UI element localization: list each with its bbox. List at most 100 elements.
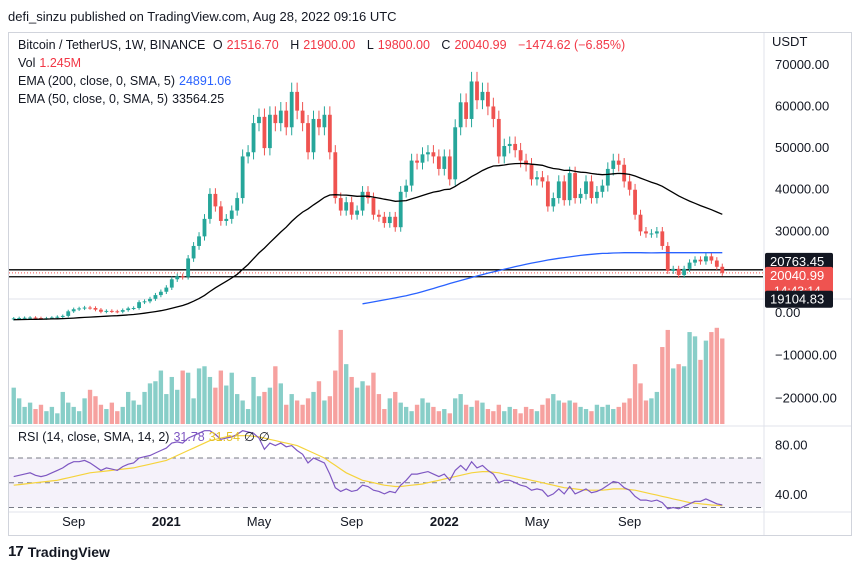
volume-bar [572, 402, 578, 424]
candle-body [267, 114, 272, 149]
candle-body [698, 259, 703, 262]
volume-bar [387, 398, 392, 424]
candle-body [436, 156, 441, 169]
candle-body [426, 152, 430, 155]
volume-bar [507, 406, 512, 424]
volume-bar [540, 404, 545, 424]
volume-bar [589, 411, 594, 424]
candle-body [235, 198, 240, 211]
price-axis-label-bg [765, 290, 833, 308]
candle-body [360, 191, 365, 211]
volume-bar [567, 400, 572, 424]
volume-bar [671, 368, 676, 424]
price-tick-label: 40000.00 [775, 182, 829, 197]
volume-bar [229, 372, 234, 424]
volume-bar [638, 383, 643, 424]
candle-body [404, 185, 409, 192]
price-tick-label: 60000.00 [775, 98, 829, 113]
candle-body [327, 114, 332, 153]
volume-bar [158, 370, 164, 424]
volume-bar [714, 327, 720, 424]
candle-body [398, 191, 403, 228]
volume-bar [245, 409, 251, 424]
candle-body [458, 102, 463, 128]
volume-bar [458, 394, 463, 424]
candle-body [671, 268, 676, 271]
rsi-sma-line [13, 435, 723, 507]
candle-body [442, 156, 447, 169]
volume-bar [267, 387, 273, 424]
legend-ema50-value: 33564.25 [172, 92, 225, 106]
volume-bar [284, 404, 289, 424]
candle-body [704, 256, 708, 262]
candle-body [556, 181, 561, 199]
volume-bar [327, 396, 333, 424]
candle-body [322, 114, 327, 128]
legend-vol-value: 1.245M [39, 56, 82, 70]
candle-body [251, 123, 256, 153]
volume-bar [371, 372, 376, 424]
volume-bar [649, 398, 654, 424]
volume-bar [643, 400, 649, 424]
candle-body [616, 160, 621, 165]
candle-body [496, 118, 501, 157]
candle-body [28, 317, 32, 319]
candle-body [382, 216, 387, 224]
volume-bar [605, 404, 610, 424]
tradingview-logo-icon: 17 [8, 543, 24, 560]
chart-frame[interactable] [8, 32, 852, 536]
time-tick-label: May [525, 514, 550, 529]
candle-body [306, 123, 310, 153]
ema50-line [13, 162, 723, 321]
candle-body [447, 156, 452, 180]
candle-body [420, 154, 425, 163]
candle-body [33, 317, 38, 319]
price-tick-label: 50000.00 [775, 140, 829, 155]
volume-bar [185, 372, 191, 424]
candle-body [524, 160, 528, 165]
legend-ema50: EMA (50, close, 0, SMA, 5) 33564.25 [18, 92, 228, 106]
volume-bar [431, 406, 436, 424]
volume-bar [469, 406, 474, 424]
volume-bar [393, 391, 398, 424]
volume-bar [256, 396, 262, 424]
candle-body [142, 301, 147, 303]
legend-change: −1474.62 (−6.85%) [518, 38, 626, 52]
candle-body [295, 91, 300, 111]
volume-bar [594, 404, 600, 424]
volume-bar [621, 402, 627, 424]
candle-body [131, 307, 136, 309]
price-tick-label: 30000.00 [775, 223, 829, 238]
volume-bar [109, 402, 115, 424]
legend-ema200: EMA (200, close, 0, SMA, 5) 24891.06 [18, 74, 235, 88]
candle-body [344, 202, 349, 211]
candle-body [224, 218, 229, 221]
volume-bar [534, 411, 540, 424]
candle-body [60, 315, 65, 317]
candle-body [409, 160, 414, 186]
volume-bar [398, 402, 403, 424]
volume-bar [300, 404, 305, 424]
candle-body [513, 143, 518, 151]
candle-body [88, 307, 92, 309]
volume-bar [153, 381, 158, 424]
volume-bar [164, 394, 169, 424]
candle-body [164, 287, 169, 292]
candle-body [654, 231, 659, 234]
volume-bar [425, 402, 431, 424]
candle-body [535, 177, 539, 180]
volume-tick-label: −10000.00 [775, 348, 837, 363]
candle-body [687, 262, 692, 269]
volume-bar [523, 406, 529, 424]
tradingview-footer[interactable]: 17 TradingView [8, 543, 110, 560]
volume-bar [654, 391, 660, 424]
candle-body [584, 181, 588, 194]
legend-symbol[interactable]: Bitcoin / TetherUS, 1W, BINANCE [18, 38, 206, 52]
price-axis-label-bg [765, 252, 833, 270]
candle-body [660, 231, 665, 246]
candle-body [665, 245, 670, 271]
candle-body [638, 214, 643, 232]
candle-body [693, 259, 697, 263]
candle-body [278, 110, 283, 124]
